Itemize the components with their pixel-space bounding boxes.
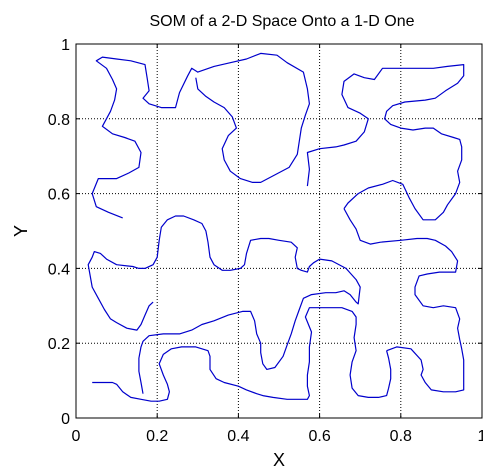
x-tick-label: 0 (72, 428, 81, 445)
som-path-segment-1 (91, 52, 310, 219)
grid-lines (76, 44, 482, 418)
series-group (87, 52, 465, 402)
plot-frame (75, 43, 483, 419)
x-axis-label: X (273, 450, 285, 470)
chart-title: SOM of a 2-D Space Onto a 1-D One (149, 13, 414, 30)
y-tick-label: 0.2 (48, 336, 70, 353)
tick-marks (75, 43, 483, 419)
y-axis-label: Y (11, 225, 31, 237)
y-tick-label: 1 (61, 37, 70, 54)
y-tick-labels: 0 0.2 0.4 0.6 0.8 1 (48, 37, 70, 428)
x-tick-label: 0.8 (390, 428, 412, 445)
som-path-segment-4 (92, 307, 392, 402)
y-tick-label: 0.8 (48, 112, 70, 129)
x-tick-label: 0.4 (227, 428, 249, 445)
y-tick-label: 0.4 (48, 261, 70, 278)
som-path-segment-5 (87, 215, 361, 394)
x-tick-label: 0.6 (308, 428, 330, 445)
x-tick-label: 0.2 (146, 428, 168, 445)
y-tick-label: 0.6 (48, 187, 70, 204)
y-tick-label: 0 (61, 411, 70, 428)
som-path-segment-3 (343, 208, 465, 393)
x-tick-labels: 0 0.2 0.4 0.6 0.8 1 (72, 428, 483, 445)
x-tick-label: 1 (478, 428, 483, 445)
som-path-segment-2 (306, 63, 465, 221)
